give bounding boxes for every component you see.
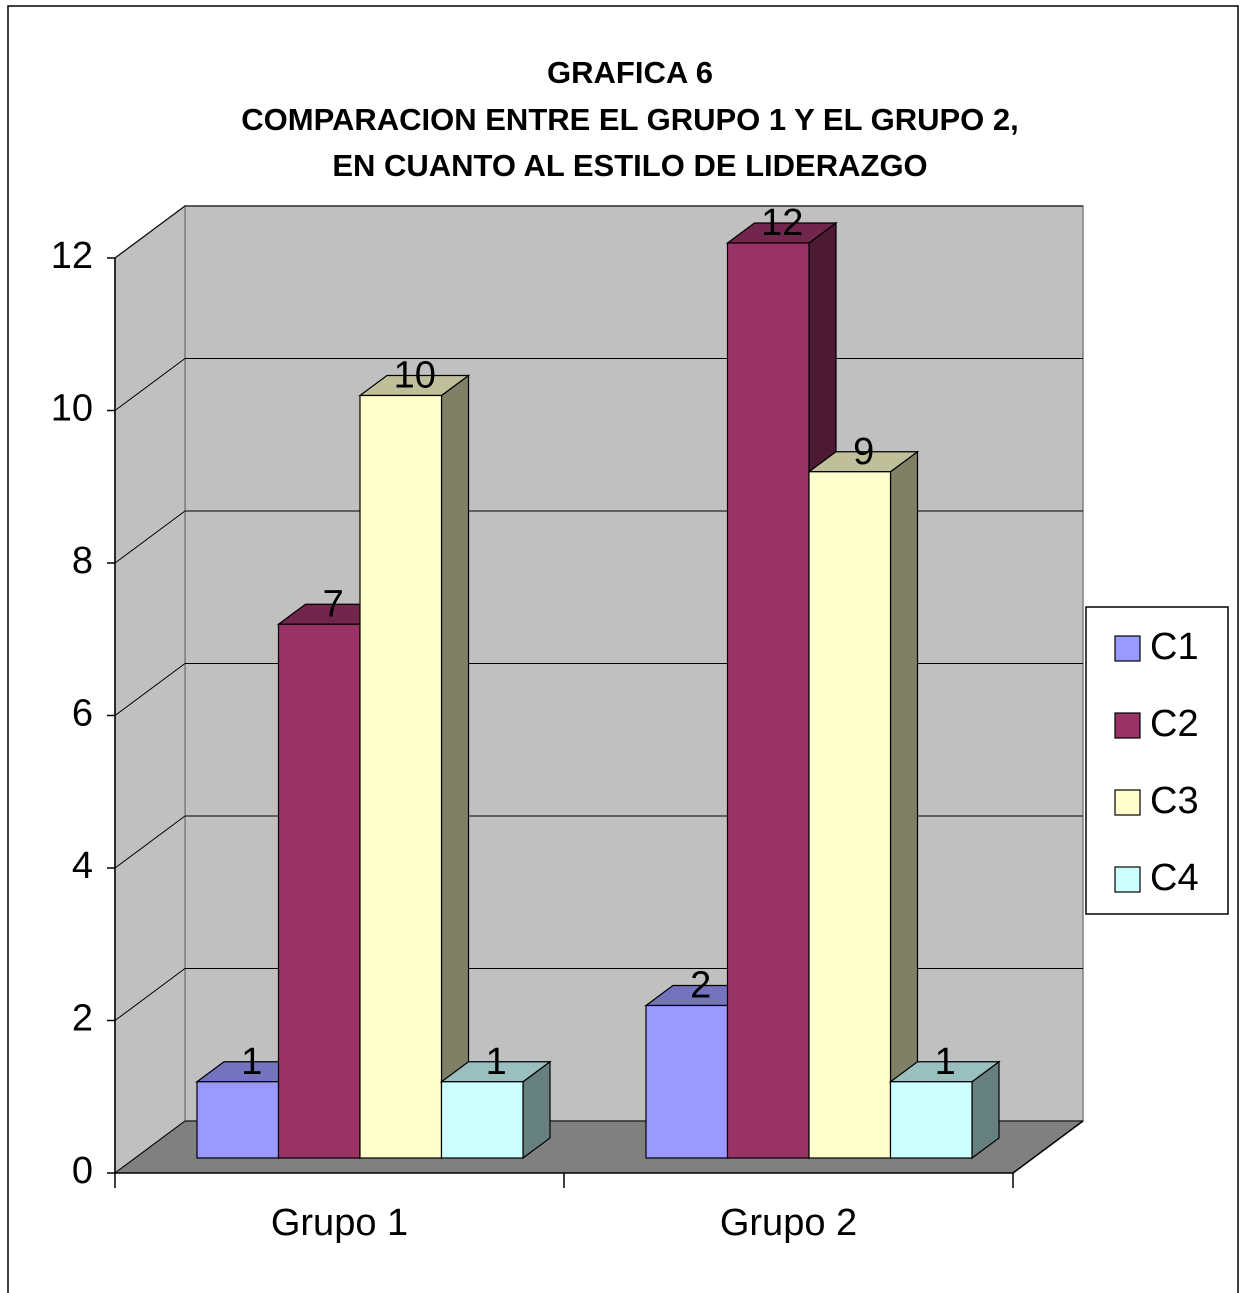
legend-label: C3 [1150,780,1199,822]
data-label: 1 [486,1041,507,1083]
legend-label: C2 [1150,703,1199,745]
legend-swatch [1114,866,1141,893]
bar [888,1060,1001,1160]
legend-swatch [1114,635,1141,662]
data-label: 12 [761,202,803,244]
y-tick-label: 10 [51,388,93,430]
bar-front [277,623,361,1159]
grid-line [114,815,186,869]
y-tick-label: 8 [72,540,93,582]
bar-front [196,1081,280,1159]
y-tick-label: 12 [51,235,93,277]
bar-front [889,1081,973,1159]
chart-title: COMPARACION ENTRE EL GRUPO 1 Y EL GRUPO … [241,102,1018,137]
bar-front [808,471,892,1159]
grid-line [114,205,186,259]
data-label: 1 [241,1041,262,1083]
bar-front [726,242,810,1159]
grid-line [114,1120,186,1174]
grid-line [114,510,186,564]
legend-label: C1 [1150,626,1199,668]
bar-side [440,374,470,1160]
bar [358,374,471,1160]
data-label: 9 [853,431,874,473]
y-tick-label: 2 [72,998,93,1040]
bar-front [440,1081,524,1159]
legend-swatch [1114,712,1141,739]
x-tick-label: Grupo 2 [720,1202,857,1244]
y-tick-label: 0 [72,1150,93,1192]
floor-edge [1012,1120,1084,1174]
bar [439,1060,552,1160]
chart-title: GRAFICA 6 [547,55,713,90]
bar [807,450,920,1160]
bar-front [359,394,443,1159]
x-tick-label: Grupo 1 [271,1202,408,1244]
legend-box [1085,606,1229,915]
data-label: 10 [394,355,436,397]
data-label: 2 [690,965,711,1007]
data-label: 7 [323,583,344,625]
legend-swatch [1114,789,1141,816]
y-tick-label: 6 [72,693,93,735]
bar-front [645,1004,729,1159]
chart-title: EN CUANTO AL ESTILO DE LIDERAZGO [332,148,927,183]
y-tick-label: 4 [72,845,93,887]
bar-side [889,450,919,1160]
grid-line [114,358,186,411]
grid-line [114,663,186,716]
legend-label: C4 [1150,857,1199,899]
data-label: 1 [935,1041,956,1083]
grid-line [114,968,186,1021]
